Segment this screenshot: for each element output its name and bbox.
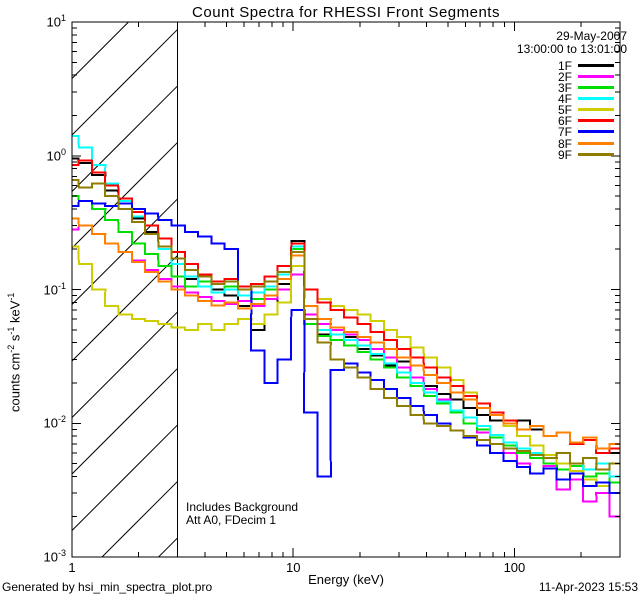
legend-swatch-3F (578, 85, 614, 89)
legend-swatch-2F (578, 74, 614, 78)
background-note: Includes Background (186, 500, 299, 514)
y-tick-label: 10-1 (43, 280, 66, 297)
hatch-line (72, 311, 178, 418)
series-2F-line (72, 224, 620, 518)
hatch-line (101, 481, 178, 557)
legend-swatch-5F (578, 108, 614, 112)
legend-label-4F: 4F (557, 91, 572, 106)
series-7F-line (72, 199, 620, 495)
y-tick-label: 10-2 (43, 414, 66, 431)
hatch-line (72, 22, 130, 79)
y-axis-title: counts cm-2 s-1 keV-1 (6, 292, 23, 412)
y-tick-label: 10-3 (43, 548, 66, 565)
legend-swatch-9F (578, 152, 614, 156)
x-tick-label: 10 (285, 560, 301, 575)
attenuator-note: Att A0, FDecim 1 (186, 513, 277, 527)
plot-frame (71, 21, 621, 558)
series-8F-line (72, 217, 620, 450)
observation-time-range: 13:00:00 to 13:01:00 (516, 42, 627, 56)
x-tick-label: 100 (503, 560, 526, 575)
observation-date: 29-May-2007 (556, 29, 627, 43)
y-tick-label: 100 (46, 146, 66, 164)
legend-swatch-7F (578, 130, 614, 134)
series-5F-line (72, 245, 620, 495)
legend-swatch-1F (578, 63, 614, 67)
legend-swatch-4F (578, 96, 614, 100)
legend-swatch-6F (578, 119, 614, 123)
legend-label-1F: 1F (557, 58, 572, 73)
hatch-line (72, 142, 178, 249)
hatch-line (72, 594, 178, 600)
hatch-line (157, 537, 178, 557)
hatch-line (72, 255, 178, 362)
footer-timestamp: 11-Apr-2023 15:53 (538, 580, 638, 594)
legend-label-2F: 2F (557, 69, 572, 84)
x-tick-label: 1 (68, 560, 76, 575)
series-6F-line (72, 159, 620, 454)
series-3F-line (72, 195, 620, 484)
hatch-line (72, 368, 178, 475)
y-tick-label: 101 (46, 13, 66, 30)
legend-label-9F: 9F (557, 147, 572, 162)
hatch-line (72, 29, 178, 136)
plot-title: Count Spectra for RHESSI Front Segments (192, 4, 500, 21)
x-axis-title: Energy (keV) (308, 572, 384, 587)
legend-label-6F: 6F (557, 114, 572, 129)
footer-generator-text: Generated by hsi_min_spectra_plot.pro (2, 580, 213, 594)
legend-label-5F: 5F (557, 103, 572, 118)
legend-swatch-8F (578, 141, 614, 145)
legend-label-8F: 8F (557, 136, 572, 151)
hatch-line (72, 85, 178, 192)
legend-label-7F: 7F (557, 125, 572, 140)
legend-label-3F: 3F (557, 80, 572, 95)
hatch-line (72, 424, 178, 531)
series-9F-line (72, 178, 620, 471)
